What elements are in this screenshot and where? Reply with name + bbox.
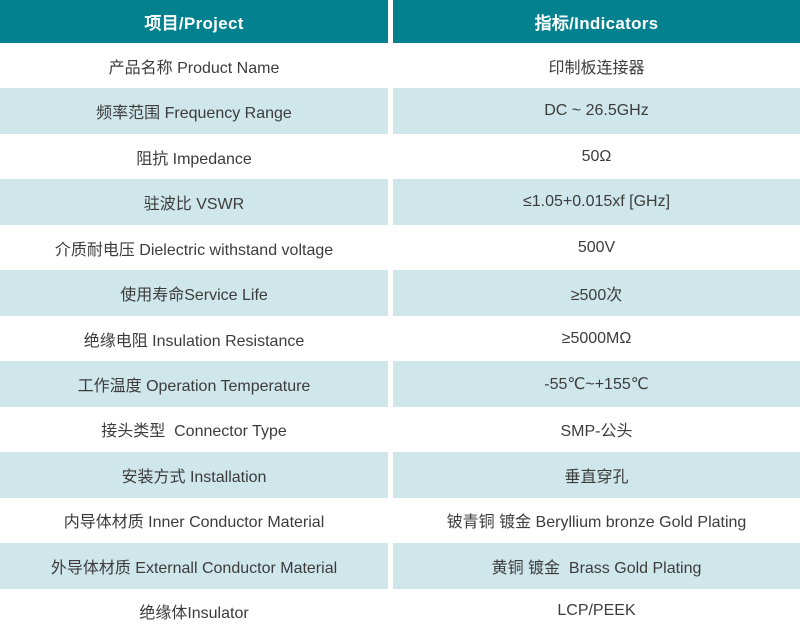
indicator-cell: SMP-公头 — [393, 406, 800, 453]
table-row: 内导体材质 Inner Conductor Material 铍青铜 镀金 Ber… — [0, 497, 800, 544]
table-row: 频率范围 Frequency Range DC ~ 26.5GHz — [0, 88, 800, 134]
indicator-cell: 铍青铜 镀金 Beryllium bronze Gold Plating — [393, 497, 800, 544]
indicator-cell: 500V — [393, 224, 800, 271]
header-cell-project: 项目/Project — [0, 0, 388, 43]
indicator-cell: ≥5000MΩ — [393, 315, 800, 362]
table-row: 使用寿命Service Life ≥500次 — [0, 270, 800, 316]
project-cell: 绝缘体Insulator — [0, 588, 388, 634]
table-row: 阻抗 Impedance 50Ω — [0, 133, 800, 180]
project-cell: 阻抗 Impedance — [0, 133, 388, 180]
project-cell: 频率范围 Frequency Range — [0, 88, 388, 134]
indicator-cell: ≥500次 — [393, 270, 800, 316]
indicator-cell: ≤1.05+0.015xf [GHz] — [393, 179, 800, 225]
table-row: 介质耐电压 Dielectric withstand voltage 500V — [0, 224, 800, 271]
table-row: 外导体材质 Externall Conductor Material 黄铜 镀金 … — [0, 543, 800, 589]
indicator-cell: 印制板连接器 — [393, 43, 800, 89]
project-cell: 使用寿命Service Life — [0, 270, 388, 316]
indicator-cell: DC ~ 26.5GHz — [393, 88, 800, 134]
project-cell: 接头类型 Connector Type — [0, 406, 388, 453]
indicator-cell: -55℃~+155℃ — [393, 361, 800, 407]
project-cell: 内导体材质 Inner Conductor Material — [0, 497, 388, 544]
project-cell: 绝缘电阻 Insulation Resistance — [0, 315, 388, 362]
indicator-cell: 50Ω — [393, 133, 800, 180]
table-header-row: 项目/Project 指标/Indicators — [0, 0, 800, 43]
table-row: 接头类型 Connector Type SMP-公头 — [0, 406, 800, 453]
header-cell-indicators: 指标/Indicators — [393, 0, 800, 43]
table-row: 驻波比 VSWR ≤1.05+0.015xf [GHz] — [0, 179, 800, 225]
indicator-cell: 黄铜 镀金 Brass Gold Plating — [393, 543, 800, 589]
project-cell: 工作温度 Operation Temperature — [0, 361, 388, 407]
project-cell: 驻波比 VSWR — [0, 179, 388, 225]
indicator-cell: LCP/PEEK — [393, 588, 800, 634]
table-row: 产品名称 Product Name 印制板连接器 — [0, 43, 800, 89]
project-cell: 产品名称 Product Name — [0, 43, 388, 89]
table-row: 绝缘体Insulator LCP/PEEK — [0, 588, 800, 634]
project-cell: 外导体材质 Externall Conductor Material — [0, 543, 388, 589]
table-body: 产品名称 Product Name 印制板连接器 频率范围 Frequency Ra… — [0, 43, 800, 634]
indicator-cell: 垂直穿孔 — [393, 452, 800, 498]
table-row: 绝缘电阻 Insulation Resistance ≥5000MΩ — [0, 315, 800, 362]
table-row: 工作温度 Operation Temperature -55℃~+155℃ — [0, 361, 800, 407]
table-row: 安装方式 Installation 垂直穿孔 — [0, 452, 800, 498]
project-cell: 介质耐电压 Dielectric withstand voltage — [0, 224, 388, 271]
project-cell: 安装方式 Installation — [0, 452, 388, 498]
